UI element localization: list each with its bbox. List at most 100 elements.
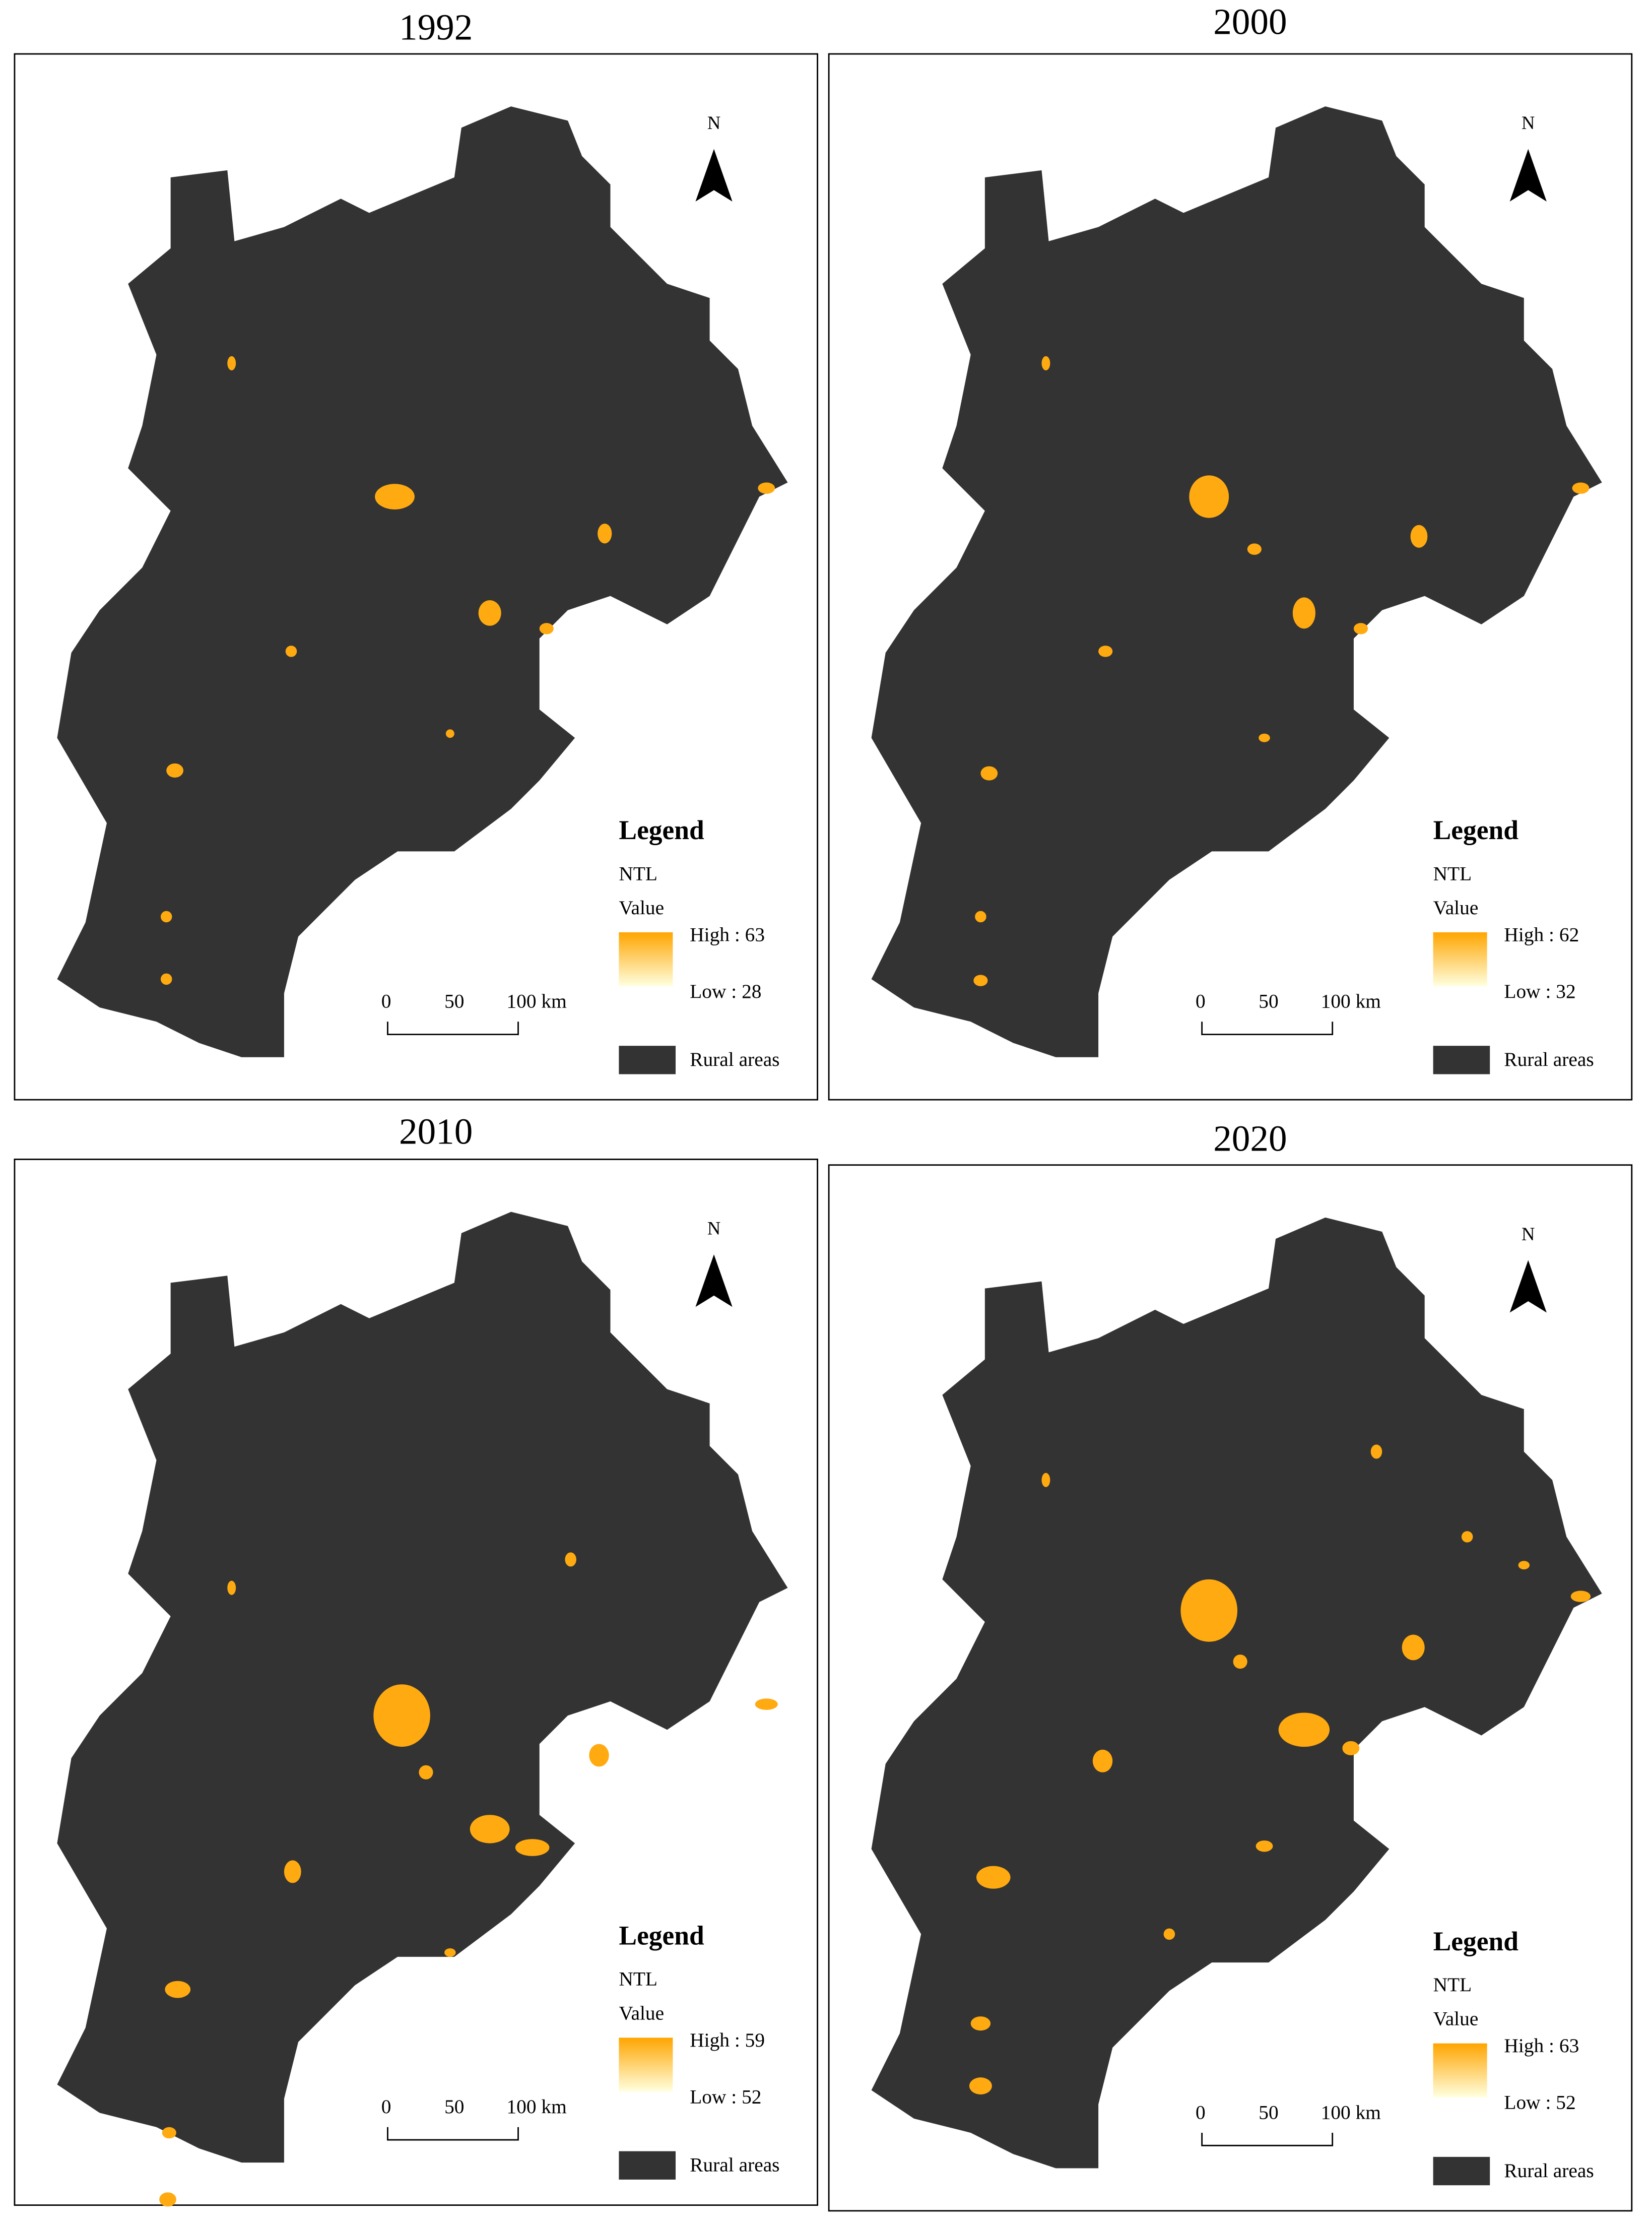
urban-light (162, 2127, 176, 2139)
legend-high: High : 63 (690, 923, 765, 945)
legend-field: Value (1433, 897, 1479, 919)
legend-rural: Rural areas (1504, 1048, 1594, 1070)
urban-light (758, 482, 775, 494)
legend-high: High : 62 (1504, 923, 1579, 945)
panel-title: 1992 (399, 7, 473, 48)
legend-low: Low : 52 (1504, 2091, 1575, 2114)
urban-light (375, 484, 415, 510)
urban-light (1180, 1579, 1238, 1642)
urban-light (1518, 1561, 1530, 1570)
urban-light (373, 1684, 430, 1747)
urban-light (1041, 1473, 1050, 1487)
urban-light (160, 911, 172, 923)
urban-light (1410, 525, 1428, 548)
north-arrow (1509, 149, 1547, 202)
urban-light (445, 729, 454, 738)
legend-rural-swatch (1433, 1046, 1490, 1074)
legend-rural: Rural areas (690, 2154, 779, 2176)
urban-light (444, 1948, 456, 1957)
urban-light (755, 1698, 778, 1710)
urban-light (1041, 356, 1050, 370)
scale-bar (1201, 1022, 1334, 1036)
scale-label: 100 km (1321, 990, 1381, 1012)
urban-light (980, 766, 998, 781)
scale-label: 100 km (1321, 2101, 1381, 2123)
scale-bar (387, 1022, 519, 1036)
legend-rural-swatch (619, 1046, 676, 1074)
scale-label: 0 (381, 2095, 391, 2118)
scale-label: 0 (1196, 2101, 1206, 2123)
legend-layer: NTL (619, 1968, 657, 1990)
panel-title: 2010 (399, 1111, 473, 1152)
urban-light (1247, 543, 1262, 555)
scale-label: 0 (381, 990, 391, 1012)
urban-light (1353, 623, 1368, 634)
urban-light (1370, 1444, 1382, 1459)
legend-high: High : 63 (1504, 2035, 1579, 2057)
legend-layer: NTL (1433, 862, 1472, 884)
legend-gradient (1433, 2043, 1487, 2097)
urban-light (1278, 1712, 1330, 1747)
urban-light (973, 975, 988, 986)
urban-light (1292, 597, 1315, 629)
scale-label: 100 km (506, 990, 567, 1012)
urban-light (1092, 1749, 1113, 1772)
urban-light (227, 356, 236, 370)
urban-light (976, 1866, 1011, 1889)
panel-title: 2000 (1213, 1, 1287, 42)
map-panel: N Legend NTL Value High : 63 Low : 52 Rural ar… (828, 1164, 1633, 2212)
north-label: N (1522, 112, 1535, 133)
urban-light (1570, 1591, 1591, 1602)
north-label: N (707, 1218, 720, 1239)
north-label: N (1522, 1224, 1535, 1244)
urban-light (1461, 1531, 1473, 1543)
urban-light (159, 2192, 176, 2207)
north-arrow (695, 1254, 733, 1307)
legend-gradient (1433, 932, 1487, 986)
legend-title: Legend (1433, 1926, 1519, 1956)
urban-light (285, 646, 297, 657)
urban-light (227, 1580, 236, 1595)
urban-light (1189, 475, 1229, 518)
legend-field: Value (1433, 2008, 1479, 2030)
urban-light (160, 973, 172, 985)
urban-light (539, 623, 554, 634)
map-panel: N Legend NTL Value High : 62 Low : 32 Rural ar… (828, 53, 1633, 1101)
legend-layer: NTL (1433, 1974, 1472, 1996)
scale-label: 50 (1259, 2101, 1278, 2123)
north-arrow (1509, 1260, 1547, 1313)
scale-label: 0 (1196, 990, 1206, 1012)
legend-low: Low : 52 (690, 2085, 761, 2108)
urban-light (1098, 646, 1113, 657)
scale-label: 50 (444, 2095, 464, 2118)
north-label: N (707, 112, 720, 133)
scale-bar (1201, 2132, 1334, 2146)
legend-field: Value (619, 2002, 664, 2024)
legend-title: Legend (619, 815, 704, 845)
legend-layer: NTL (619, 862, 657, 884)
urban-light (1402, 1634, 1425, 1661)
legend-title: Legend (1433, 815, 1519, 845)
urban-light (589, 1744, 609, 1767)
legend-low: Low : 32 (1504, 980, 1575, 1002)
legend-title: Legend (619, 1921, 704, 1951)
urban-light (1255, 1840, 1273, 1852)
urban-light (165, 1981, 191, 1998)
legend-rural: Rural areas (690, 1048, 779, 1070)
urban-light (515, 1839, 550, 1856)
panel-title: 2020 (1213, 1118, 1287, 1159)
urban-light (1163, 1928, 1175, 1940)
urban-light (470, 1815, 510, 1843)
urban-light (565, 1552, 576, 1567)
map-panel: N Legend NTL Value High : 63 Low : 28 Rural ar… (14, 53, 819, 1101)
urban-light (166, 763, 183, 778)
urban-light (284, 1860, 301, 1883)
urban-light (478, 600, 501, 626)
urban-light (975, 911, 986, 923)
urban-light (1342, 1741, 1360, 1756)
scale-label: 100 km (506, 2095, 567, 2118)
urban-light (598, 523, 612, 544)
scale-label: 50 (1259, 990, 1278, 1012)
scale-label: 50 (444, 990, 464, 1012)
